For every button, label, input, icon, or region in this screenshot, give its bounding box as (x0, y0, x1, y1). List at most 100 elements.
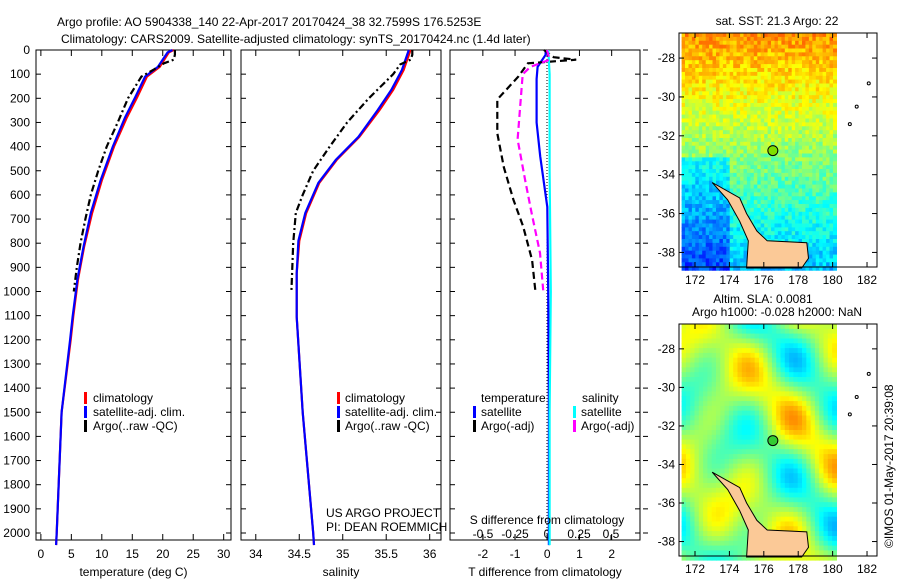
field-cell (760, 64, 765, 69)
field-cell (815, 157, 820, 162)
field-cell (746, 415, 751, 421)
field-cell (716, 531, 721, 537)
field-cell (810, 468, 816, 474)
field-cell (716, 521, 721, 527)
field-cell (822, 184, 827, 190)
field-cell (814, 526, 820, 532)
field-cell (681, 68, 686, 73)
x-tick-label: 5 (68, 547, 75, 561)
field-cell (703, 516, 708, 523)
field-cell (750, 372, 756, 378)
field-cell (826, 33, 831, 38)
field-cell (759, 430, 764, 436)
field-cell (829, 48, 834, 53)
field-cell (788, 223, 793, 228)
field-cell (719, 165, 724, 170)
field-cell (819, 33, 824, 38)
field-cell (741, 338, 747, 344)
field-cell (802, 483, 807, 489)
field-cell (777, 223, 782, 228)
field-cell (728, 497, 734, 503)
field-cell (750, 207, 755, 213)
field-cell (726, 239, 731, 244)
field-cell (771, 396, 777, 402)
field-cell (711, 372, 717, 378)
field-cell (681, 145, 686, 151)
field-cell (750, 188, 755, 193)
field-cell (694, 507, 700, 513)
field-cell (726, 130, 731, 135)
field-cell (688, 106, 693, 112)
field-cell (826, 52, 831, 57)
field-cell (760, 176, 765, 182)
lat-tick-label: -34 (658, 168, 676, 182)
field-cell (819, 239, 824, 244)
field-cell (729, 227, 734, 232)
field-cell (722, 64, 727, 69)
field-cell (733, 83, 738, 88)
field-cell (763, 372, 769, 378)
field-cell (726, 60, 731, 65)
field-cell (685, 134, 689, 139)
field-cell (767, 188, 772, 193)
field-cell (822, 71, 827, 77)
field-cell (802, 64, 806, 69)
field-cell (784, 188, 789, 193)
field-cell (808, 118, 813, 123)
field-cell (802, 449, 807, 455)
field-cell (690, 540, 696, 547)
field-cell (767, 48, 772, 53)
field-cell (736, 75, 741, 81)
field-cell (685, 250, 689, 256)
field-cell (698, 169, 703, 174)
field-cell (760, 60, 765, 65)
field-cell (797, 516, 803, 523)
field-cell (757, 122, 762, 127)
field-cell (712, 207, 717, 213)
field-cell (826, 114, 831, 120)
field-cell (814, 348, 820, 354)
field-cell (757, 149, 762, 155)
field-cell (681, 91, 686, 96)
field-cell (757, 176, 762, 182)
field-cell (690, 439, 696, 445)
field-cell (690, 434, 696, 441)
field-cell (771, 75, 775, 81)
field-cell (722, 165, 727, 170)
s-x-tick-label: -0.5 (473, 527, 494, 541)
field-cell (733, 153, 738, 158)
field-cell (802, 357, 807, 364)
field-cell (760, 56, 765, 61)
field-cell (771, 36, 775, 42)
field-cell (806, 516, 812, 523)
legend-label-argo: Argo(..raw -QC) (93, 419, 178, 433)
field-cell (810, 555, 816, 561)
field-cell (737, 526, 743, 532)
field-cell (698, 492, 704, 498)
field-cell (833, 231, 837, 236)
field-cell (741, 372, 747, 378)
field-cell (711, 415, 717, 421)
field-cell (777, 118, 782, 123)
field-cell (777, 157, 782, 162)
field-cell (812, 223, 817, 228)
field-cell (795, 157, 800, 162)
field-cell (774, 165, 779, 170)
field-cell (802, 60, 806, 65)
field-cell (776, 425, 782, 431)
field-cell (711, 420, 717, 426)
lon-tick-label: 182 (857, 273, 877, 287)
field-cell (681, 381, 687, 388)
field-cell (705, 79, 710, 85)
field-cell (763, 386, 769, 392)
data-field (681, 324, 837, 561)
field-cell (681, 258, 686, 263)
field-cell (819, 507, 825, 513)
field-cell (798, 87, 803, 92)
field-cell (802, 415, 807, 421)
field-cell (760, 68, 765, 73)
field-cell (763, 463, 769, 470)
field-cell (819, 386, 825, 392)
field-cell (705, 250, 710, 256)
field-cell (784, 114, 789, 120)
